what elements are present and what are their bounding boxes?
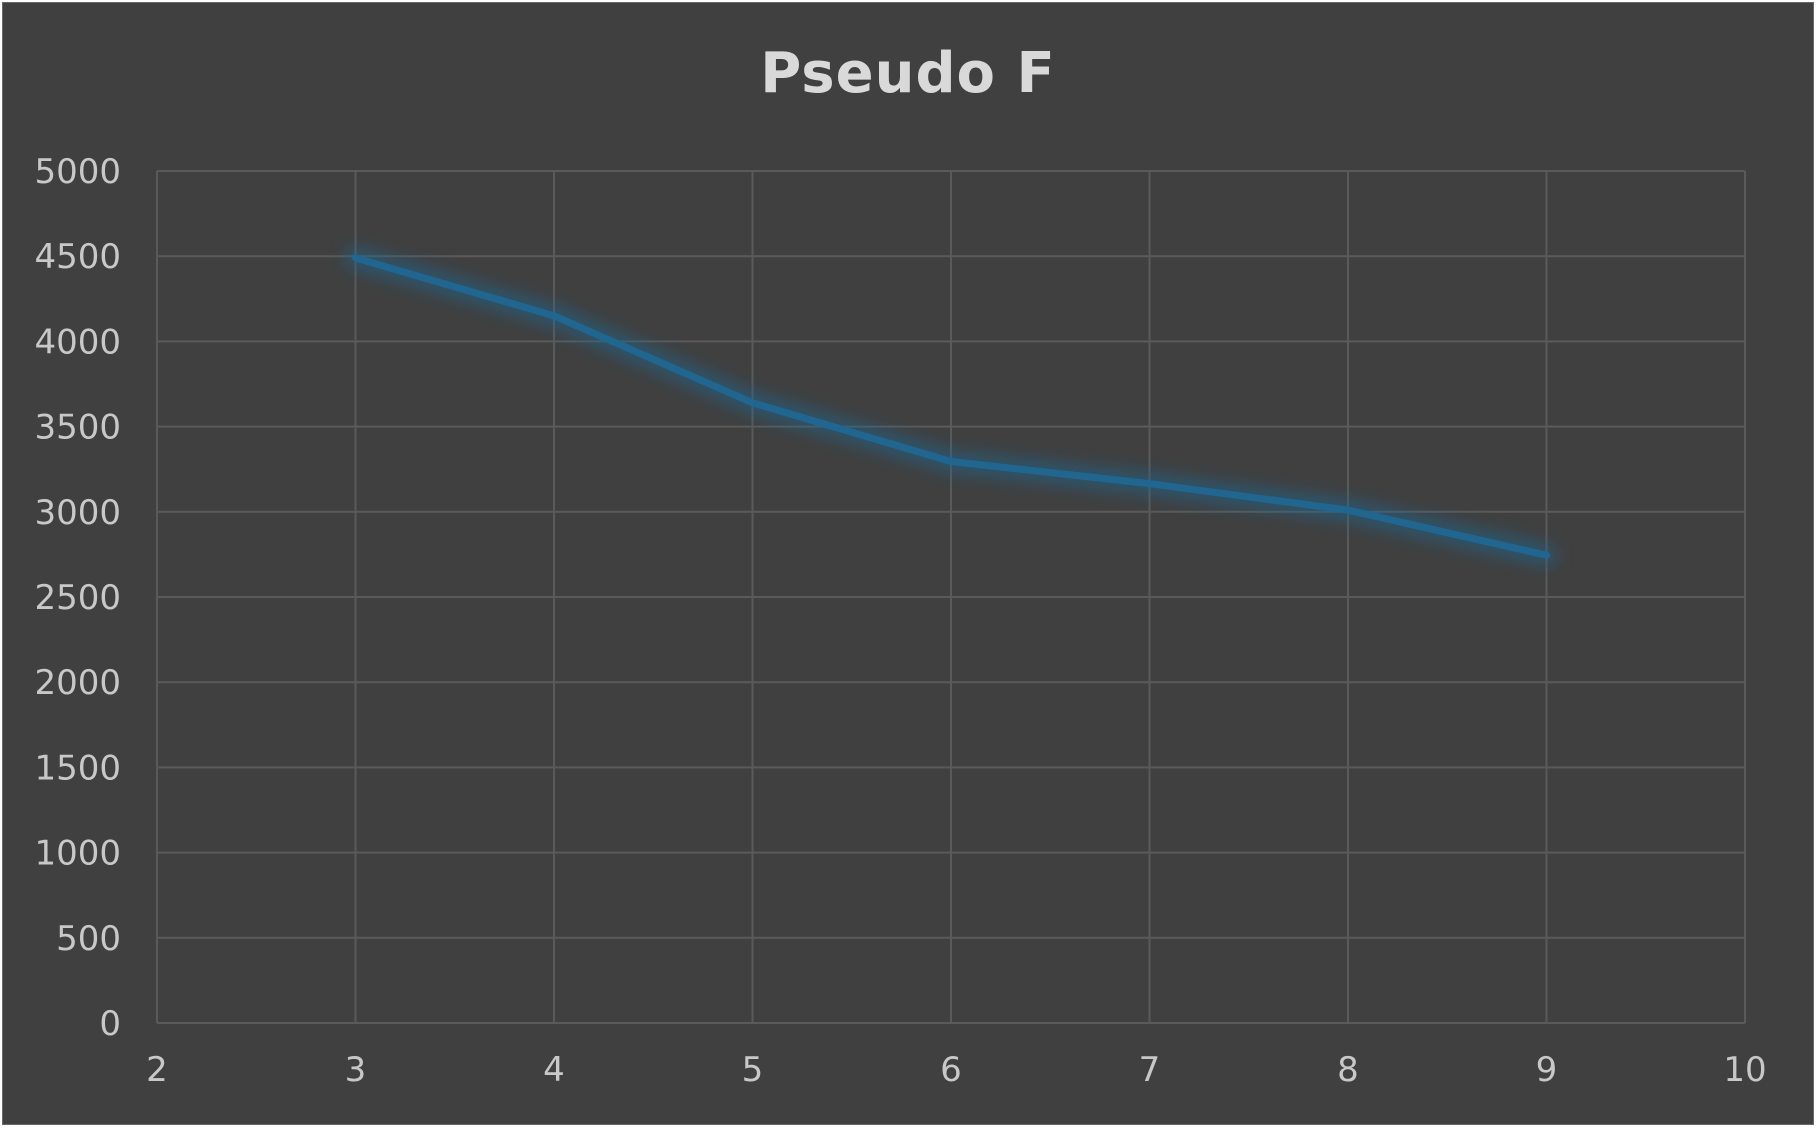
x-tick-label: 6	[940, 1050, 962, 1090]
y-tick-label: 3000	[34, 493, 121, 533]
data-point	[749, 399, 756, 407]
data-point	[1146, 480, 1153, 488]
data-point	[352, 254, 359, 262]
y-tick-label: 2000	[34, 663, 121, 703]
y-tick-label: 500	[56, 919, 121, 959]
y-tick-label: 0	[99, 1004, 121, 1044]
y-tick-label: 4000	[34, 322, 121, 362]
x-tick-label: 5	[742, 1050, 764, 1090]
data-point	[550, 312, 558, 320]
plot-area: 0 500 1000 1500 2000 2500 3000 3500 4000 4500 5000…	[34, 152, 1766, 1090]
x-tick-label: 8	[1337, 1050, 1359, 1090]
y-tick-label: 1000	[34, 834, 121, 874]
y-tick-label: 3500	[34, 408, 121, 448]
x-tick-label: 7	[1139, 1050, 1161, 1090]
x-tick-label: 4	[543, 1050, 565, 1090]
series-lines	[344, 246, 1558, 567]
data-point	[1543, 551, 1550, 559]
y-tick-label: 4500	[34, 237, 121, 277]
data-point	[1344, 506, 1352, 514]
x-tick-label: 2	[146, 1050, 168, 1090]
axis-labels: 0 500 1000 1500 2000 2500 3000 3500 4000 4500 5000…	[34, 152, 1766, 1090]
data-point	[947, 458, 955, 466]
y-tick-label: 2500	[34, 578, 121, 618]
x-tick-label: 9	[1536, 1050, 1558, 1090]
chart-title: Pseudo F	[760, 41, 1056, 106]
gridlines	[156, 170, 1746, 1024]
x-tick-label: 10	[1723, 1050, 1766, 1090]
y-tick-label: 1500	[34, 748, 121, 788]
y-tick-label: 5000	[34, 152, 121, 192]
x-tick-label: 3	[345, 1050, 367, 1090]
